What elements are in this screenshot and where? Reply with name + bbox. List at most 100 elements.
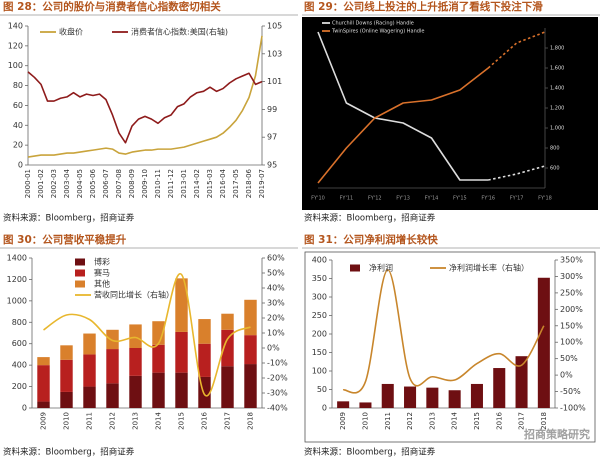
- bar: [244, 364, 257, 408]
- x-tick-label: 2013: [132, 412, 140, 430]
- y-tick-label: 1,400: [550, 86, 564, 92]
- x-tick-label: FY'15: [453, 196, 467, 202]
- line: [27, 71, 263, 144]
- line: [317, 31, 546, 181]
- bar: [152, 321, 165, 345]
- legend-label: 收盘价: [59, 27, 83, 37]
- y2-tick-label: 250%: [560, 288, 583, 297]
- y-tick-label: 600: [12, 339, 27, 348]
- y-tick-label: 600: [550, 166, 560, 172]
- bar: [244, 335, 257, 365]
- y-tick-label: 50: [317, 385, 327, 394]
- y-tick-label: 1,600: [550, 66, 564, 72]
- bar: [37, 365, 50, 402]
- x-tick-label: 2010-11: [154, 169, 162, 198]
- x-tick-label: FY'18: [538, 196, 552, 202]
- x-tick-label: 2012: [109, 412, 117, 430]
- bar: [359, 402, 372, 408]
- bar: [106, 329, 119, 350]
- bar: [129, 324, 142, 348]
- x-tick-label: 2013: [428, 412, 436, 430]
- chart-title: 图 28：公司的股价与消费者信心指数密切相关: [3, 0, 221, 13]
- legend-label: 营收同比增长（右轴）: [94, 290, 174, 300]
- x-tick-label: 2011: [86, 412, 94, 430]
- y2-tick-label: 40%: [267, 284, 285, 293]
- y2-tick-label: -10%: [267, 359, 288, 368]
- x-tick-label: FY'11: [340, 196, 354, 202]
- legend-label: 赛马: [94, 268, 110, 278]
- chart-title: 图 30：公司营收平稳提升: [3, 233, 127, 246]
- x-tick-label: FY'10: [311, 196, 325, 202]
- bar: [381, 383, 394, 408]
- bar: [37, 357, 50, 366]
- y-tick-label: 100: [312, 367, 327, 376]
- y-tick-label: 350: [312, 274, 327, 283]
- x-tick-label: 2015-03: [206, 169, 214, 198]
- x-tick-label: 2010: [361, 412, 369, 430]
- x-tick-label: FY'13: [396, 196, 410, 202]
- x-tick-label: 2018-06: [245, 168, 253, 198]
- bar: [175, 331, 188, 373]
- y-tick-label: 1,800: [550, 46, 564, 52]
- y2-tick-label: 0%: [267, 344, 280, 353]
- bar: [175, 278, 188, 332]
- y-tick-label: 0: [322, 404, 327, 413]
- bar: [337, 401, 350, 408]
- y2-tick-label: 97: [267, 133, 277, 142]
- watermark: 招商策略研究: [524, 427, 590, 441]
- y-tick-label: 200: [312, 330, 327, 339]
- x-tick-label: 2006-07: [102, 169, 110, 198]
- x-tick-label: FY'12: [368, 196, 382, 202]
- y-tick-label: 250: [312, 311, 327, 320]
- x-tick-label: 2019-07: [258, 169, 266, 198]
- y-tick-label: 400: [312, 256, 327, 265]
- y2-tick-label: 200%: [560, 305, 583, 314]
- y-tick-label: 150: [312, 348, 327, 357]
- bar: [221, 313, 234, 330]
- x-tick-label: 2001-02: [37, 169, 45, 198]
- x-tick-label: FY'16: [481, 196, 495, 202]
- y2-tick-label: 20%: [267, 314, 285, 323]
- source: 资料来源：Bloomberg，招商证券: [3, 213, 135, 224]
- x-tick-label: 2015: [178, 412, 186, 430]
- x-tick-label: 2005-06: [89, 168, 97, 198]
- y-tick-label: 60: [13, 101, 23, 110]
- chart-title: 图 29：公司线上投注的上升抵消了看线下投注下滑: [304, 0, 543, 13]
- legend-label: Churchill Downs (Racing) Handle: [332, 21, 414, 27]
- bar: [426, 387, 439, 408]
- bar: [537, 277, 550, 408]
- x-tick-label: 2002-03: [50, 169, 58, 198]
- y2-tick-label: 350%: [560, 256, 583, 265]
- bar: [60, 359, 73, 392]
- x-tick-label: 2017: [518, 412, 526, 430]
- x-tick-label: 2013-01: [180, 169, 188, 198]
- bar: [175, 372, 188, 408]
- y-tick-label: 1,200: [550, 106, 564, 112]
- y-tick-label: 140: [8, 22, 23, 31]
- y-tick-label: 1400: [7, 254, 27, 263]
- bar: [83, 386, 96, 408]
- bar: [515, 356, 528, 408]
- x-tick-label: 2017: [224, 412, 232, 430]
- y-tick-label: 800: [12, 318, 27, 327]
- x-tick-label: 2017-05: [232, 169, 240, 198]
- legend-label: 净利润: [369, 263, 393, 273]
- y-tick-label: 200: [12, 382, 27, 391]
- line: [342, 269, 545, 394]
- x-tick-label: 2000-01: [24, 169, 32, 198]
- y2-tick-label: 300%: [560, 272, 583, 281]
- x-tick-label: 2011-12: [167, 169, 175, 198]
- x-tick-label: 2014: [451, 411, 459, 429]
- bar: [37, 401, 50, 408]
- x-tick-label: FY'17: [510, 196, 524, 202]
- y2-tick-label: 150%: [560, 321, 583, 330]
- x-tick-label: 2008-09: [128, 169, 136, 198]
- chart-title: 图 31：公司净利润增长较快: [304, 233, 438, 246]
- source: 资料来源：Bloomberg，招商证券: [304, 213, 436, 224]
- x-tick-label: 2016-04: [219, 168, 227, 198]
- bar: [152, 344, 165, 373]
- legend-label: 净利润增长率（右轴）: [449, 263, 529, 273]
- x-tick-label: 2004-05: [76, 169, 84, 198]
- legend-label: 其他: [94, 279, 110, 289]
- y2-tick-label: -40%: [267, 404, 288, 413]
